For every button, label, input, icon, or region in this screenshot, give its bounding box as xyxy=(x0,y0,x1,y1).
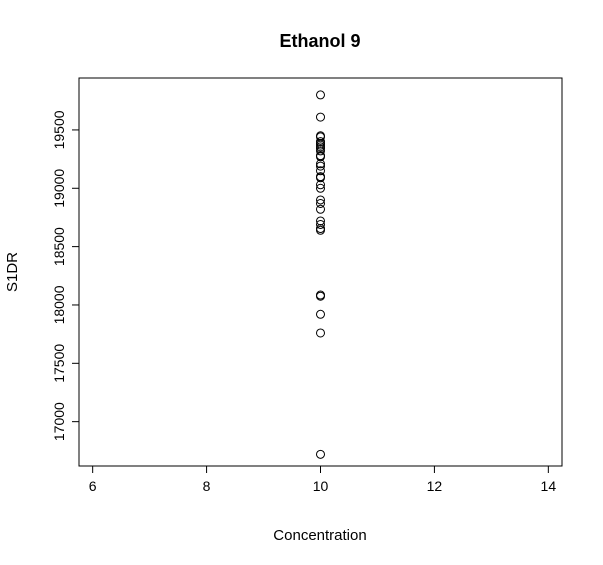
chart-title: Ethanol 9 xyxy=(279,31,360,51)
data-point xyxy=(316,112,325,122)
x-tick-label: 14 xyxy=(541,478,557,494)
y-tick-label: 18500 xyxy=(51,227,67,266)
data-point xyxy=(316,180,325,190)
y-tick-label: 19000 xyxy=(51,169,67,208)
x-axis-label: Concentration xyxy=(273,527,366,544)
data-point xyxy=(316,146,325,156)
data-point xyxy=(316,225,325,235)
data-point xyxy=(316,204,325,214)
y-tick-label: 17500 xyxy=(51,344,67,383)
y-tick-label: 17000 xyxy=(51,402,67,441)
x-tick-label: 6 xyxy=(89,478,97,494)
data-points xyxy=(316,90,325,459)
data-point xyxy=(316,449,325,459)
data-point xyxy=(316,152,325,162)
y-axis: 17000 17500 18000 18500 19000 19500 xyxy=(51,110,80,441)
data-point xyxy=(316,309,325,319)
y-tick-label: 19500 xyxy=(51,110,67,149)
data-point xyxy=(316,198,325,208)
data-point xyxy=(316,219,325,229)
x-axis: 6 8 10 12 14 xyxy=(89,465,557,494)
data-point xyxy=(316,159,325,169)
data-point xyxy=(316,166,325,176)
data-point xyxy=(316,195,325,205)
data-point xyxy=(316,183,325,193)
data-point xyxy=(316,173,325,183)
x-tick-label: 8 xyxy=(203,478,211,494)
y-tick-label: 18000 xyxy=(51,285,67,324)
x-tick-label: 10 xyxy=(313,478,329,494)
data-point xyxy=(316,90,325,100)
data-point xyxy=(316,328,325,338)
y-axis-label: S1DR xyxy=(4,252,21,292)
plot-frame xyxy=(78,77,563,467)
data-point xyxy=(316,291,325,301)
data-point xyxy=(316,161,325,171)
x-tick-label: 12 xyxy=(427,478,443,494)
